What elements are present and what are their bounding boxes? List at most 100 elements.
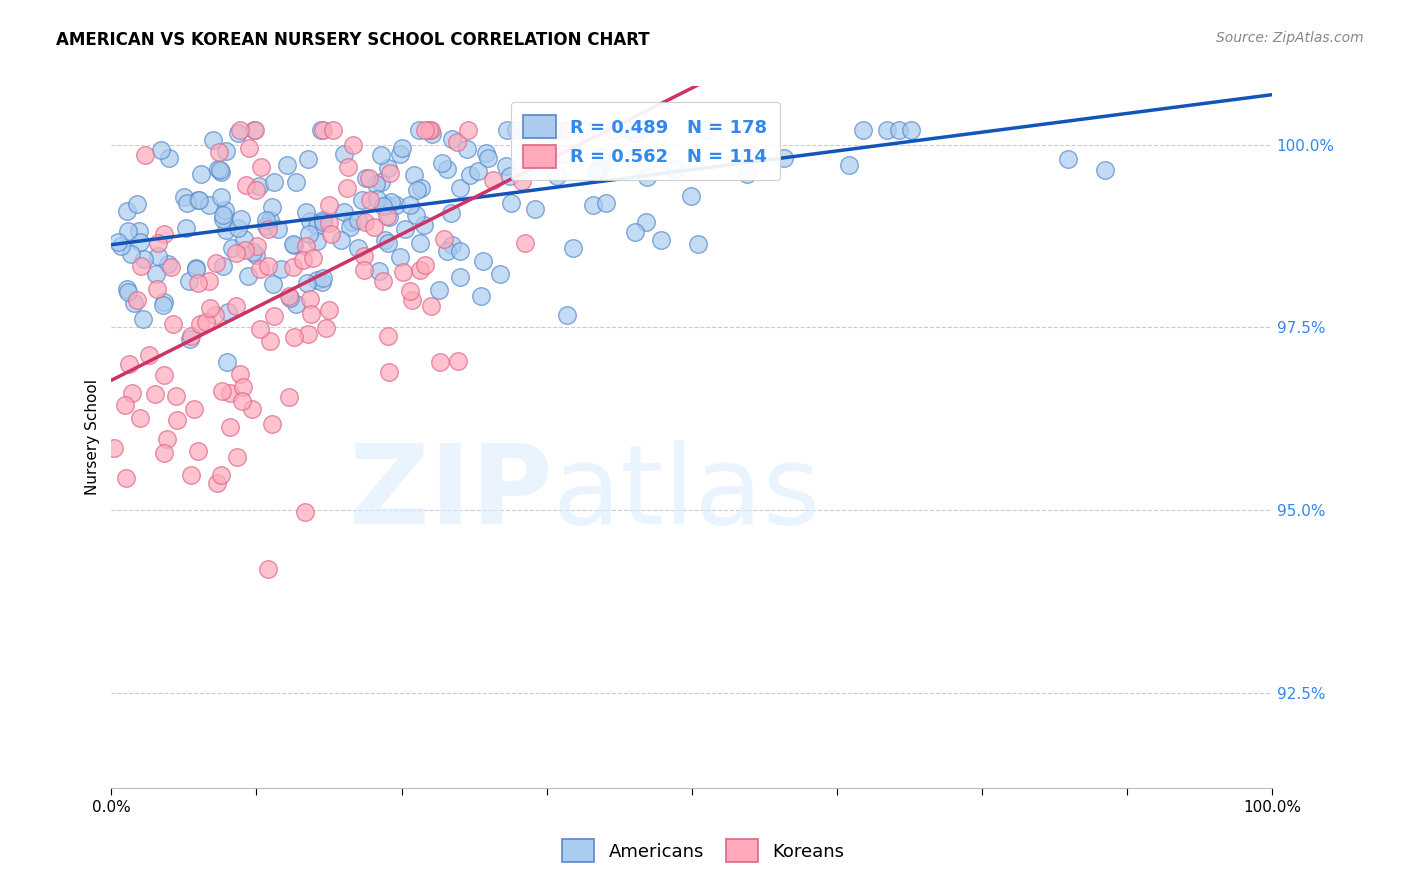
Point xyxy=(378,365,401,379)
Point xyxy=(582,198,605,212)
Point xyxy=(373,233,395,247)
Point xyxy=(270,262,292,277)
Point xyxy=(208,162,231,177)
Point xyxy=(256,562,278,576)
Point xyxy=(240,401,263,416)
Point xyxy=(184,260,207,275)
Point xyxy=(278,289,301,303)
Point xyxy=(295,238,318,252)
Point xyxy=(495,159,517,173)
Point xyxy=(475,145,498,160)
Point xyxy=(377,161,399,175)
Point xyxy=(120,247,142,261)
Point xyxy=(664,162,686,177)
Point xyxy=(156,432,179,446)
Point xyxy=(441,132,464,146)
Point xyxy=(420,127,443,141)
Point xyxy=(284,297,307,311)
Point xyxy=(298,214,321,228)
Point xyxy=(257,222,280,236)
Point xyxy=(292,253,315,268)
Point xyxy=(366,178,388,192)
Point xyxy=(247,178,270,193)
Point xyxy=(217,304,239,318)
Point xyxy=(115,471,138,485)
Point xyxy=(392,264,415,278)
Point xyxy=(245,184,267,198)
Point xyxy=(574,123,596,137)
Point xyxy=(262,277,284,292)
Point xyxy=(219,420,242,434)
Point xyxy=(449,244,471,258)
Point xyxy=(298,227,321,241)
Point xyxy=(207,162,229,177)
Point xyxy=(467,164,489,178)
Point xyxy=(285,175,308,189)
Point xyxy=(312,213,335,227)
Point xyxy=(513,236,536,251)
Point xyxy=(215,144,238,158)
Point xyxy=(215,223,238,237)
Point xyxy=(679,189,702,203)
Point xyxy=(322,123,344,137)
Point xyxy=(233,243,256,257)
Point xyxy=(353,215,375,229)
Point xyxy=(235,178,257,192)
Point xyxy=(371,275,394,289)
Point xyxy=(876,123,898,137)
Point xyxy=(221,241,243,255)
Point xyxy=(174,221,197,235)
Point xyxy=(231,212,253,227)
Point xyxy=(307,273,329,287)
Point xyxy=(187,444,209,458)
Point xyxy=(401,293,423,307)
Point xyxy=(134,252,156,266)
Point xyxy=(212,260,235,274)
Point xyxy=(318,198,340,212)
Point xyxy=(187,193,209,207)
Point xyxy=(129,259,152,273)
Point xyxy=(378,166,401,180)
Point xyxy=(415,123,437,137)
Point xyxy=(186,261,208,276)
Point xyxy=(318,303,340,318)
Point xyxy=(198,301,221,316)
Point xyxy=(353,263,375,277)
Point xyxy=(307,234,329,248)
Point xyxy=(176,195,198,210)
Point xyxy=(153,294,176,309)
Point xyxy=(319,227,342,241)
Point xyxy=(630,123,652,137)
Point xyxy=(134,148,156,162)
Point xyxy=(299,307,322,321)
Point xyxy=(430,156,453,170)
Point xyxy=(180,468,202,483)
Point xyxy=(153,445,176,459)
Point xyxy=(346,213,368,227)
Point xyxy=(315,321,337,335)
Point xyxy=(233,231,256,245)
Point xyxy=(350,193,373,207)
Point xyxy=(399,198,422,212)
Point xyxy=(145,267,167,281)
Point xyxy=(249,322,271,336)
Point xyxy=(242,123,264,137)
Point xyxy=(449,270,471,285)
Point xyxy=(540,123,562,137)
Point xyxy=(499,169,522,183)
Point xyxy=(183,401,205,416)
Point xyxy=(838,158,860,172)
Point xyxy=(302,251,325,265)
Point xyxy=(312,123,335,137)
Point xyxy=(477,151,499,165)
Point xyxy=(447,354,470,368)
Point xyxy=(368,263,391,277)
Point xyxy=(440,205,463,219)
Point xyxy=(263,175,285,189)
Point xyxy=(209,165,232,179)
Point xyxy=(208,145,231,160)
Point xyxy=(624,226,647,240)
Point xyxy=(900,123,922,137)
Point xyxy=(250,160,273,174)
Point xyxy=(433,232,456,246)
